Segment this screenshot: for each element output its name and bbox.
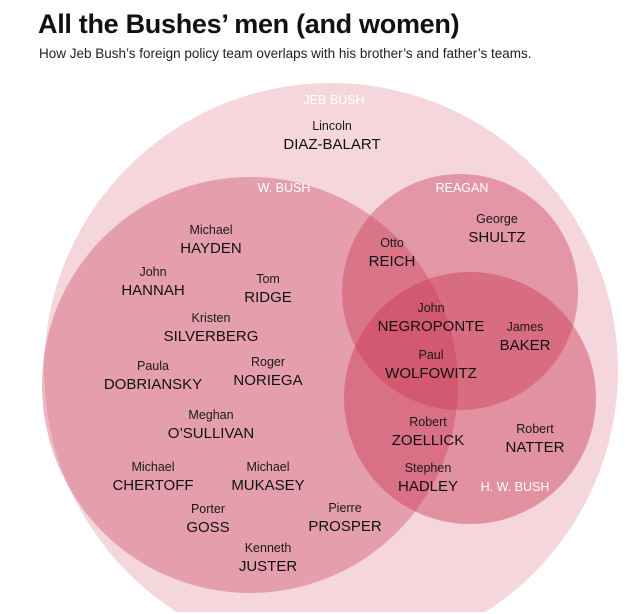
person-first-name: John <box>417 301 444 315</box>
person-first-name: Michael <box>189 223 232 237</box>
page-subtitle: How Jeb Bush’s foreign policy team overl… <box>39 46 532 61</box>
person-last-name: MUKASEY <box>231 477 304 494</box>
page-title: All the Bushes’ men (and women) <box>38 9 460 39</box>
person-last-name: WOLFOWITZ <box>385 365 477 382</box>
person-label: John NEGROPONTE <box>378 301 485 335</box>
person-label: Michael MUKASEY <box>231 460 304 494</box>
person-last-name: CHERTOFF <box>112 477 193 494</box>
person-first-name: George <box>476 212 518 226</box>
person-first-name: James <box>507 320 544 334</box>
set-label-hw-bush: H. W. BUSH <box>481 480 550 494</box>
person-last-name: RIDGE <box>244 289 292 306</box>
person-last-name: HADLEY <box>398 478 458 495</box>
person-first-name: Kristen <box>192 311 231 325</box>
person-first-name: Robert <box>409 415 447 429</box>
person-first-name: Otto <box>380 236 404 250</box>
person-label: Michael CHERTOFF <box>112 460 193 494</box>
person-label: Porter GOSS <box>186 502 229 536</box>
person-first-name: Pierre <box>328 501 361 515</box>
person-first-name: Lincoln <box>312 119 352 133</box>
person-label: Kristen SILVERBERG <box>164 311 259 345</box>
person-first-name: Porter <box>191 502 225 516</box>
person-first-name: Michael <box>246 460 289 474</box>
person-label: James BAKER <box>500 320 551 354</box>
person-label: Michael HAYDEN <box>180 223 241 257</box>
person-label: Robert ZOELLICK <box>392 415 465 449</box>
person-first-name: Paula <box>137 359 169 373</box>
person-first-name: Meghan <box>188 408 233 422</box>
person-first-name: John <box>139 265 166 279</box>
person-label: Tom RIDGE <box>244 272 292 306</box>
person-label: Robert NATTER <box>506 422 565 456</box>
person-first-name: Robert <box>516 422 554 436</box>
person-label: Otto REICH <box>369 236 416 270</box>
person-last-name: ZOELLICK <box>392 432 465 449</box>
person-last-name: NORIEGA <box>233 372 302 389</box>
person-last-name: HANNAH <box>121 282 184 299</box>
person-last-name: GOSS <box>186 519 229 536</box>
person-first-name: Roger <box>251 355 285 369</box>
person-label: Stephen HADLEY <box>398 461 458 495</box>
person-last-name: PROSPER <box>308 518 382 535</box>
circle-w-bush <box>42 177 458 593</box>
person-first-name: Michael <box>131 460 174 474</box>
person-first-name: Paul <box>418 348 443 362</box>
person-last-name: O’SULLIVAN <box>168 425 254 442</box>
person-last-name: BAKER <box>500 337 551 354</box>
person-label: Paul WOLFOWITZ <box>385 348 477 382</box>
person-last-name: JUSTER <box>239 558 298 575</box>
person-label: George SHULTZ <box>468 212 525 246</box>
person-first-name: Tom <box>256 272 280 286</box>
person-last-name: NEGROPONTE <box>378 318 485 335</box>
set-label-jeb-bush: JEB BUSH <box>303 93 364 107</box>
person-last-name: SHULTZ <box>468 229 525 246</box>
person-last-name: DIAZ-BALART <box>283 136 380 153</box>
circle-jeb-bush <box>43 83 618 612</box>
circle-hw-bush <box>344 272 596 524</box>
person-label: Roger NORIEGA <box>233 355 302 389</box>
circle-reagan <box>342 174 578 410</box>
person-first-name: Kenneth <box>245 541 292 555</box>
set-label-reagan: REAGAN <box>436 181 489 195</box>
person-label: Meghan O’SULLIVAN <box>168 408 254 442</box>
person-last-name: SILVERBERG <box>164 328 259 345</box>
person-label: Kenneth JUSTER <box>239 541 298 575</box>
person-last-name: REICH <box>369 253 416 270</box>
set-label-w-bush: W. BUSH <box>258 181 311 195</box>
person-last-name: DOBRIANSKY <box>104 376 202 393</box>
person-first-name: Stephen <box>405 461 452 475</box>
person-label: Lincoln DIAZ-BALART <box>283 119 380 153</box>
person-last-name: HAYDEN <box>180 240 241 257</box>
person-label: John HANNAH <box>121 265 184 299</box>
person-label: Pierre PROSPER <box>308 501 382 535</box>
person-last-name: NATTER <box>506 439 565 456</box>
person-label: Paula DOBRIANSKY <box>104 359 202 393</box>
